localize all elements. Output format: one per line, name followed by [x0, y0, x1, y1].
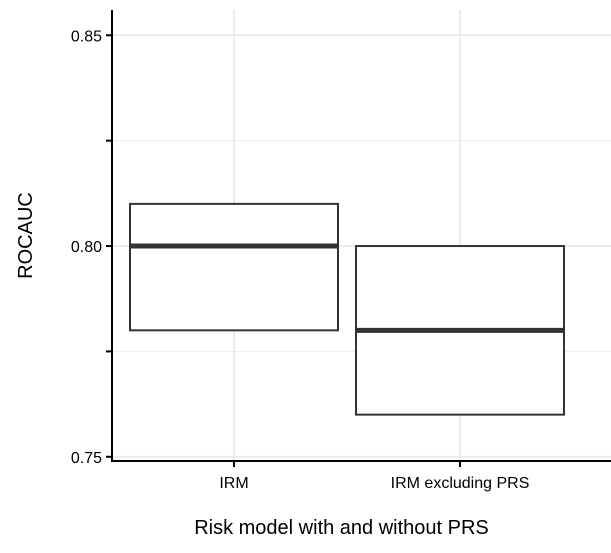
x-tick-label-1: IRM — [219, 475, 248, 492]
tick-layer: 0.75 0.80 0.85 IRM IRM excluding PRS — [71, 28, 530, 492]
y-tick-label-3: 0.85 — [71, 28, 102, 45]
y-tick-label-2: 0.80 — [71, 239, 102, 256]
axes — [111, 10, 611, 462]
box-layer — [129, 202, 565, 416]
x-axis-title: Risk model with and without PRS — [194, 517, 489, 539]
box-1 — [129, 202, 339, 332]
x-tick-label-2: IRM excluding PRS — [391, 475, 530, 492]
y-tick-label-1: 0.75 — [71, 450, 102, 467]
y-axis-title: ROCAUC — [15, 192, 37, 279]
